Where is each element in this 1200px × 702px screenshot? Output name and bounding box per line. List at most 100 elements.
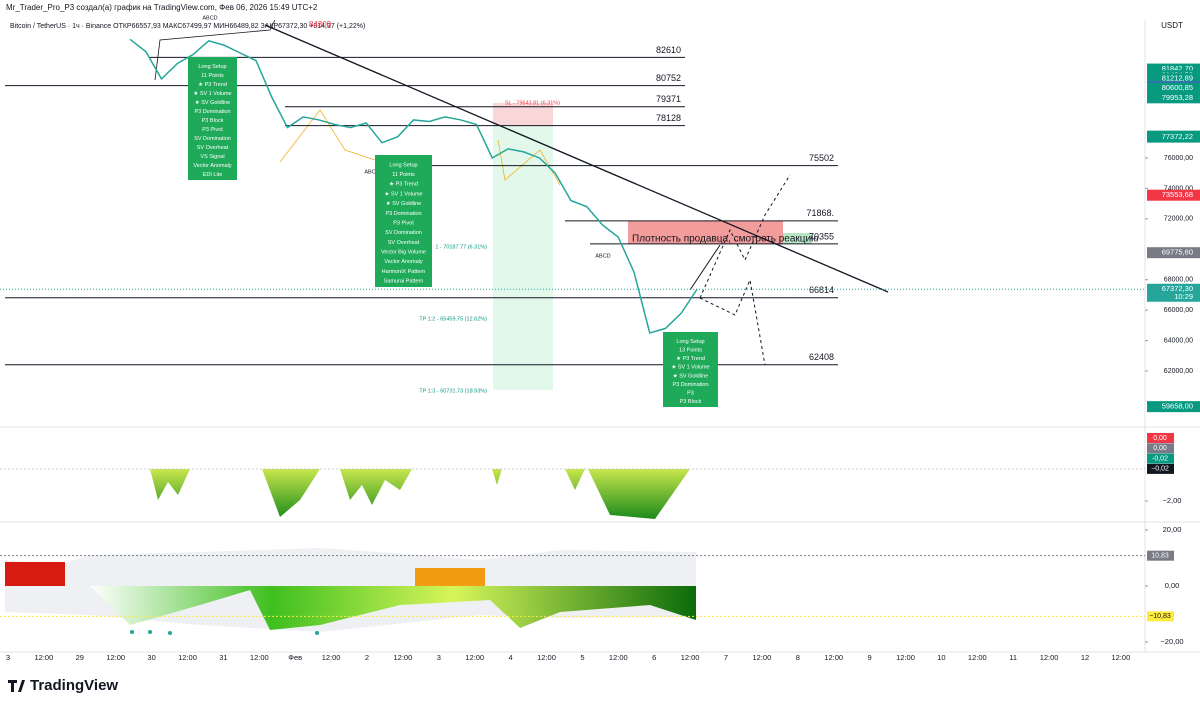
level-label: 75502 [809, 153, 834, 163]
y-tick-label: −20,00 [1160, 637, 1183, 646]
projection [699, 174, 791, 299]
annotation: TP 1:2 - 65459.75 (12.62%) [419, 316, 487, 322]
setup-text: ★ P3 Trend [389, 181, 418, 188]
projection [689, 244, 721, 291]
setup-text: Long Setup [389, 162, 417, 168]
currency: USDT [1161, 21, 1183, 30]
y-tick-label: 64000,00 [1164, 337, 1193, 344]
level-label: 82610 [656, 45, 681, 55]
setup-text: ★ SV 1 Volume [193, 90, 231, 97]
price-tag-label: 81212,89 [1162, 74, 1193, 83]
y-tick-label: 76000,00 [1164, 155, 1193, 162]
price-tag-label: 59658,00 [1162, 402, 1193, 411]
annotation: ABCD [595, 253, 610, 259]
x-tick-label: 12:00 [465, 653, 484, 662]
setup-text: Samurai Pattern [384, 279, 424, 285]
price-tag-label: 79953,28 [1162, 93, 1193, 102]
x-tick-label: 29 [76, 653, 84, 662]
logo-icon [8, 680, 25, 692]
setup-box [375, 155, 432, 287]
pane-tag-label: 0,00 [1153, 435, 1167, 442]
x-tick-label: 12:00 [250, 653, 269, 662]
x-tick-label: 30 [147, 653, 155, 662]
setup-text: ★ SV 1 Volume [384, 190, 422, 197]
price-tag-label: 73553,68 [1162, 190, 1193, 199]
x-tick-label: 12:00 [753, 653, 772, 662]
x-tick-label: 12 [1081, 653, 1089, 662]
x-tick-label: 12:00 [106, 653, 125, 662]
level-label: 78128 [656, 113, 681, 123]
level-label: 66814 [809, 285, 834, 295]
setup-text: Vector Anomaly [384, 259, 422, 265]
pane-tag-label: −0,02 [1151, 466, 1169, 473]
setup-text: P3 [687, 391, 694, 397]
setup-text: ★ SV Goldline [195, 99, 231, 106]
price-tag [1147, 131, 1200, 143]
x-tick-label: 2 [365, 653, 369, 662]
price-tag [1147, 82, 1200, 94]
setup-text: ★ SV Goldline [673, 372, 709, 379]
author-line: Mr_Trader_Pro_P3 создал(а) график на Tra… [6, 3, 318, 12]
price-tag-label: 81842,70 [1162, 64, 1193, 73]
setup-text: P3 Domination [672, 382, 708, 388]
setup-text: P3 Domination [194, 109, 230, 115]
x-tick-label: 12:00 [1112, 653, 1131, 662]
setup-text: Long Setup [676, 339, 704, 345]
x-tick-label: 7 [724, 653, 728, 662]
x-tick-label: 12:00 [1040, 653, 1059, 662]
harmonic-pattern [279, 109, 376, 163]
level-label: 80752 [656, 73, 681, 83]
setup-text: Vector Anomaly [193, 163, 231, 169]
price-tag [1147, 63, 1200, 75]
x-tick-label: 3 [6, 653, 10, 662]
setup-text: VS Signal [200, 154, 224, 160]
seller-zone [628, 221, 783, 244]
pane-tag-label: −10,83 [1149, 613, 1171, 620]
setup-text: ★ SV Goldline [386, 200, 422, 207]
price-tag [1147, 189, 1200, 201]
trend-line [264, 24, 889, 293]
x-tick-label: 31 [219, 653, 227, 662]
x-tick-label: 12:00 [824, 653, 843, 662]
x-tick-label: 4 [509, 653, 513, 662]
x-tick-label: 12:00 [394, 653, 413, 662]
price-tag-label: 69775,60 [1162, 248, 1193, 257]
pane-tag-label: -0,02 [1152, 455, 1168, 462]
indicator-bar [415, 568, 485, 586]
x-tick-label: 8 [796, 653, 800, 662]
signal-dots [130, 630, 319, 635]
price-tag-label: 77372,22 [1162, 132, 1193, 141]
indicator-area [150, 469, 690, 519]
setup-box [188, 57, 237, 180]
setup-text: SV Overheat [197, 145, 229, 151]
setup-text: ★ SV 1 Volume [671, 364, 709, 371]
x-tick-label: 11 [1009, 653, 1017, 662]
pane-tag [1147, 433, 1174, 443]
price-tag [1147, 92, 1200, 104]
x-tick-label: 9 [868, 653, 872, 662]
y-tick-label: 0,00 [1165, 581, 1180, 590]
y-tick-label: 20,00 [1163, 525, 1182, 534]
annotation: Плотность продавца, смотреть реакцию [632, 234, 819, 245]
setup-text: SV Overheat [388, 240, 420, 246]
setup-text: SV Domination [194, 136, 231, 142]
x-tick-label: 12:00 [968, 653, 987, 662]
x-tick-label: 3 [437, 653, 441, 662]
pane-tag [1147, 453, 1174, 464]
y-tick-label: 66000,00 [1164, 307, 1193, 314]
pane-tag-label: 10,83 [1151, 553, 1169, 560]
setup-text: Vector Big Volume [381, 250, 426, 256]
setup-text: HarmoniX Pattern [382, 269, 426, 275]
x-tick-label: 10 [937, 653, 945, 662]
level-label: 62408 [809, 352, 834, 362]
setup-text: ★ P3 Trend [676, 355, 705, 362]
x-tick-label: Фев [288, 653, 302, 662]
y-tick-label: 72000,00 [1164, 216, 1193, 223]
x-tick-label: 12:00 [896, 653, 915, 662]
pane-tag [1147, 611, 1174, 622]
pane-tag [1147, 463, 1174, 474]
annotation: 1 - 70187.77 (6.31%) [435, 244, 487, 250]
y-tick-label: 74000,00 [1164, 185, 1193, 192]
setup-text: P3 Domination [385, 211, 421, 217]
